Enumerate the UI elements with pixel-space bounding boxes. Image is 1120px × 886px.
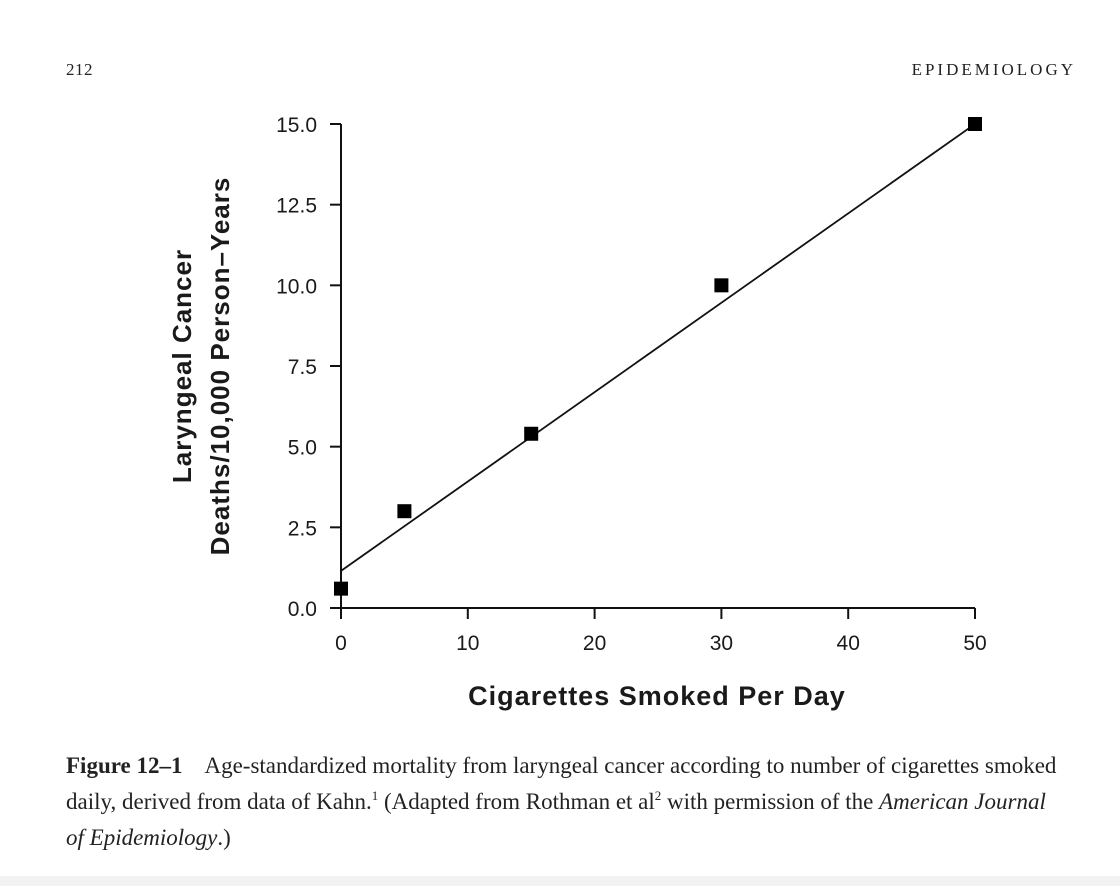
fit-line-group xyxy=(340,123,976,572)
figure-caption: Figure 12–1 Age-standardized mortality fr… xyxy=(66,748,1066,856)
y-tick-label: 2.5 xyxy=(288,517,317,540)
x-tick-label: 30 xyxy=(710,632,733,655)
caption-ref-1: 1 xyxy=(371,788,379,803)
data-point xyxy=(334,581,348,596)
bottom-band xyxy=(0,876,1120,886)
x-tick-label: 10 xyxy=(456,632,479,655)
y-tick-label: 10.0 xyxy=(276,275,317,298)
caption-text-2: (Adapted from Rothman et al xyxy=(378,789,655,814)
figure-label: Figure 12–1 xyxy=(66,753,183,778)
caption-text-1: Age-standardized mortality from laryngea… xyxy=(66,753,1057,814)
scatter-chart: 0.0 2.5 5.0 7.5 10.0 12.5 15.0 0 10 20 30 40 50 Ciga… xyxy=(167,114,987,711)
fit-line xyxy=(340,123,976,572)
data-point xyxy=(714,278,729,293)
data-point xyxy=(397,504,412,519)
x-tick-label: 50 xyxy=(963,632,986,655)
y-tick-label: 12.5 xyxy=(276,195,317,218)
y-tick-label: 7.5 xyxy=(288,356,317,379)
y-axis-label-line1: Laryngeal Cancer xyxy=(167,249,197,483)
axes xyxy=(340,124,975,609)
y-tick-label: 5.0 xyxy=(288,437,317,460)
data-points xyxy=(334,117,982,596)
running-head: EPIDEMIOLOGY xyxy=(911,60,1076,79)
x-tick-label: 40 xyxy=(837,632,860,655)
x-tick-label: 0 xyxy=(335,632,347,655)
data-point xyxy=(524,426,539,441)
caption-text-3: with permission of the xyxy=(661,789,880,814)
tick-marks xyxy=(330,123,976,619)
data-point xyxy=(968,117,982,131)
x-tick-label: 20 xyxy=(583,632,606,655)
y-tick-label: 15.0 xyxy=(276,114,317,137)
y-tick-label: 0.0 xyxy=(288,598,317,621)
y-axis-label-line2: Deaths/10,000 Person–Years xyxy=(205,177,235,556)
caption-journal: American Journal of Epidemiology xyxy=(66,789,1046,850)
caption-ref-2: 2 xyxy=(654,788,662,803)
tick-labels: 0.0 2.5 5.0 7.5 10.0 12.5 15.0 0 10 20 30 40 50 xyxy=(276,114,987,655)
caption-text-4: .) xyxy=(217,825,231,850)
x-axis-label: Cigarettes Smoked Per Day xyxy=(468,681,846,711)
axis-labels: Cigarettes Smoked Per Day Laryngeal Canc… xyxy=(167,177,846,711)
page-number: 212 xyxy=(66,60,93,79)
